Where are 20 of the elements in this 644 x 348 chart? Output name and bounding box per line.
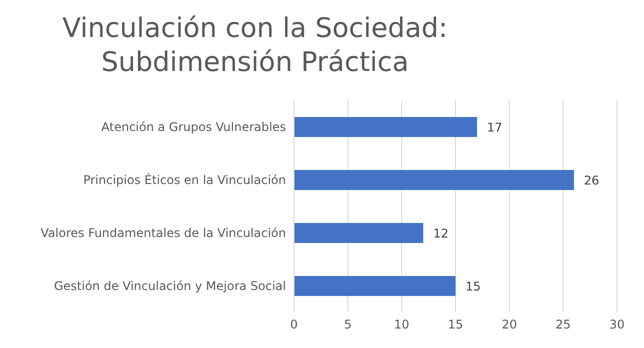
x-tick-label: 15 [448, 318, 464, 332]
x-tick-label: 30 [609, 318, 625, 332]
bar [294, 170, 574, 190]
data-label: 26 [584, 173, 600, 188]
y-tick-label: Atención a Grupos Vulnerables [101, 120, 286, 134]
x-tick-label: 10 [394, 318, 410, 332]
x-tick-label: 20 [502, 318, 517, 332]
chart-title: Vinculación con la Sociedad: Subdimensión Práctica [61, 12, 449, 80]
y-tick-label: Gestión de Vinculación y Mejora Social [54, 278, 286, 293]
data-label: 17 [487, 120, 502, 134]
bar [294, 223, 424, 243]
x-tick-label: 5 [344, 318, 352, 332]
data-label: 12 [433, 226, 448, 240]
bar [294, 276, 456, 296]
bar [294, 117, 478, 137]
data-label: 15 [466, 279, 481, 294]
y-tick-label: Principios Éticos en la Vinculación [83, 172, 286, 187]
y-tick-label: Valores Fundamentales de la Vinculación [40, 226, 286, 240]
x-tick-label: 25 [556, 318, 571, 332]
x-tick-label: 0 [290, 318, 298, 332]
